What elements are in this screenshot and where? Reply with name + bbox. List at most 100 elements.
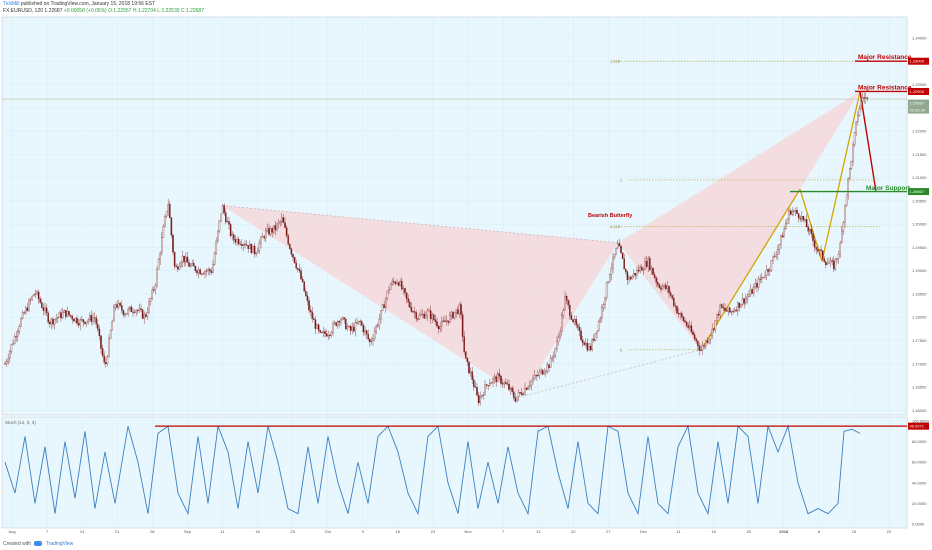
candle-body [244,244,246,246]
candle-body [77,323,80,326]
candle-body [682,316,685,321]
candle-body [284,222,286,228]
candle-body [732,311,734,313]
candle-body [612,256,614,269]
candle-body [82,319,85,323]
candle-body [852,144,854,162]
candle-body [290,248,293,255]
candle-body [17,331,19,337]
candle-body [372,338,374,342]
candle-body [493,376,496,379]
candle-body [362,324,365,333]
candle-body [580,330,582,341]
candle-body [92,317,94,322]
fib-label: 1.618 [610,59,621,64]
symbol-name: FX:EURUSD, 120 [3,8,44,14]
candle-body [101,348,104,356]
candle-body [693,334,696,340]
candle-body [333,322,336,324]
candle-body [404,288,406,293]
candle-body [796,210,798,214]
candle-body [818,249,821,252]
candle-body [348,326,350,328]
candle-body [319,330,321,333]
candle-body [573,319,576,323]
candle-body [180,262,182,267]
candle-body [418,315,421,320]
osc-tick-label: 60.0000 [912,460,927,465]
candle-body [205,270,208,272]
candle-body [681,313,683,317]
osc-tick-label: 100.0000 [912,419,929,424]
time-tick-label: 9 [362,529,365,534]
osc-value-tag-bg [908,422,929,430]
candle-body [569,304,571,316]
candle-body [426,310,429,316]
candle-body [738,302,741,308]
candle-body [577,324,579,328]
last-time-tag-bg [908,106,929,114]
candle-body [215,240,217,254]
candle-body [764,275,766,278]
candle-body [257,250,259,254]
tradingview-link[interactable]: TradingView [45,541,74,547]
candle-body [457,309,459,314]
candle-body [657,282,659,286]
candle-body [461,314,464,337]
candle-body [300,270,302,280]
candle-body [356,322,358,324]
candle-body [805,219,808,228]
candle-body [369,338,371,343]
candle-body [394,281,397,284]
candle-body [626,271,629,280]
candle-body [213,253,216,265]
price-tags: 1.23000 1.22900 1.22687 01:03:34 1.20667 99.2… [908,57,929,430]
candle-body [345,319,347,330]
candle-body [665,284,667,289]
resistance-top-tag: 1.23000 [910,59,925,64]
candle-body [713,328,715,331]
candle-body [285,227,288,236]
candle-body [652,267,654,275]
candle-body [634,273,637,276]
candle-body [93,317,96,319]
candle-body [740,304,742,308]
candle-body [247,244,249,249]
candle-body [241,244,243,246]
candle-body [468,361,470,374]
author-link[interactable]: TickMill [3,1,20,7]
candle-body [460,304,462,315]
pattern-leg [700,188,801,351]
candle-body [76,317,78,324]
candle-body [79,319,81,326]
candle-body [820,249,822,251]
major-support-label: Major Support [866,185,911,192]
candle-body [287,235,289,245]
candle-body [324,331,326,334]
candle-body [201,273,203,275]
candle-body [140,308,142,310]
candle-body [89,315,91,321]
time-tick-label: 13 [536,529,541,534]
candle-body [599,318,601,322]
candle-body [543,372,545,375]
candle-body [119,303,121,306]
candle-body [602,304,605,308]
time-tick-label: 25 [290,529,295,534]
candle-body [98,329,101,336]
candle-body [545,370,547,374]
candle-body [642,269,645,271]
candle-body [628,277,630,280]
candle-body [866,97,869,99]
candle-body [508,384,510,390]
candle-body [57,317,59,319]
candle-body [185,256,187,263]
candle-body [658,284,661,288]
time-tick-label: 18 [255,529,260,534]
candle-body [444,320,446,322]
candle-body [668,286,670,293]
candle-body [549,358,552,368]
chart-footer: Created with TradingView [0,538,932,550]
candle-body [5,361,8,365]
